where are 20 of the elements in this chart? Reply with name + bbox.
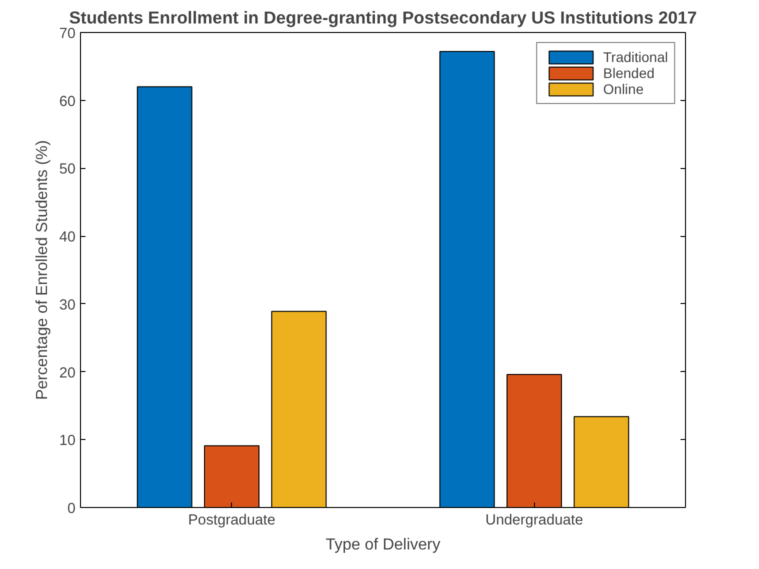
bar: [271, 310, 327, 508]
y-tick-label: 0: [67, 501, 76, 517]
bar: [439, 51, 495, 508]
legend-label: Online: [603, 81, 644, 97]
y-tick-label: 50: [59, 162, 76, 178]
y-axis-title: Percentage of Enrolled Students (%): [34, 140, 52, 400]
y-tick-label: 70: [59, 26, 76, 42]
y-tick-label: 30: [59, 297, 76, 314]
bar: [574, 416, 630, 508]
x-axis-title: Type of Delivery: [326, 536, 440, 554]
y-tick-label: 60: [59, 94, 76, 110]
y-tick-label: 10: [59, 433, 76, 450]
x-tick-label: Postgraduate: [188, 512, 276, 528]
legend-label: Blended: [603, 65, 655, 81]
chart-title: Students Enrollment in Degree-granting Postsecondary US Institutions 2017: [69, 8, 697, 28]
y-tick-label: 40: [59, 230, 76, 246]
x-tick-label: Undergraduate: [485, 512, 584, 528]
y-tick-label: 20: [59, 365, 76, 382]
bar: [136, 86, 192, 508]
legend-label: Traditional: [603, 49, 668, 65]
